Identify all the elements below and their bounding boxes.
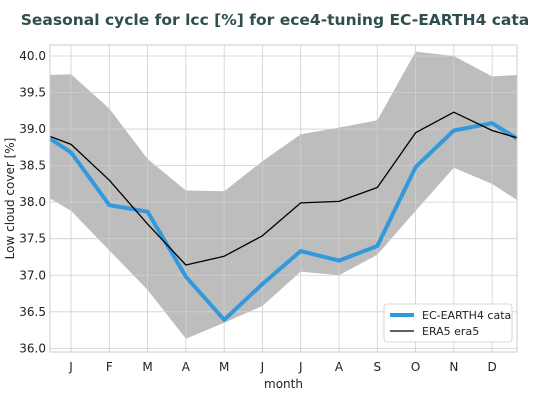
series-line-ec-earth4	[48, 121, 519, 322]
legend: EC-EARTH4 cata ERA5 era5	[383, 303, 513, 343]
y-tick-label: 39.0	[19, 122, 46, 136]
x-tick-label: J	[68, 360, 73, 374]
x-tick-label: J	[298, 360, 303, 374]
y-tick-label: 37.0	[19, 268, 46, 282]
chart-title: Seasonal cycle for lcc [%] for ece4-tuni…	[21, 11, 530, 29]
y-tick-label: 37.5	[19, 232, 46, 246]
y-tick-label: 36.5	[19, 305, 46, 319]
x-tick-label: O	[411, 360, 420, 374]
y-tick-label: 36.0	[19, 341, 46, 355]
x-tick-label: A	[182, 360, 191, 374]
x-axis-label: month	[264, 377, 303, 391]
x-tick-label: M	[219, 360, 229, 374]
y-tick-label: 39.5	[19, 86, 46, 100]
y-tick-label: 40.0	[19, 49, 46, 63]
y-tick-labels: 36.0 36.5 37.0 37.5 38.0 38.5 39.0 39.5 40.0	[19, 49, 46, 355]
legend-label: EC-EARTH4 cata	[422, 309, 511, 322]
grid-layer	[50, 45, 517, 352]
legend-box	[383, 303, 513, 343]
y-tick-label: 38.5	[19, 159, 46, 173]
spread-band	[50, 51, 517, 339]
x-tick-label: D	[487, 360, 496, 374]
series-layer	[48, 111, 519, 322]
x-tick-label: A	[335, 360, 344, 374]
x-tick-label: S	[373, 360, 381, 374]
x-tick-label: N	[449, 360, 458, 374]
y-axis-label: Low cloud cover [%]	[3, 138, 17, 260]
legend-label: ERA5 era5	[422, 325, 479, 338]
series-line-era5	[49, 111, 518, 266]
y-tick-label: 38.0	[19, 195, 46, 209]
spread-band-layer	[50, 51, 517, 339]
x-tick-label: J	[260, 360, 265, 374]
x-tick-label: F	[106, 360, 113, 374]
x-tick-label: M	[142, 360, 152, 374]
plot-frame	[49, 44, 518, 353]
